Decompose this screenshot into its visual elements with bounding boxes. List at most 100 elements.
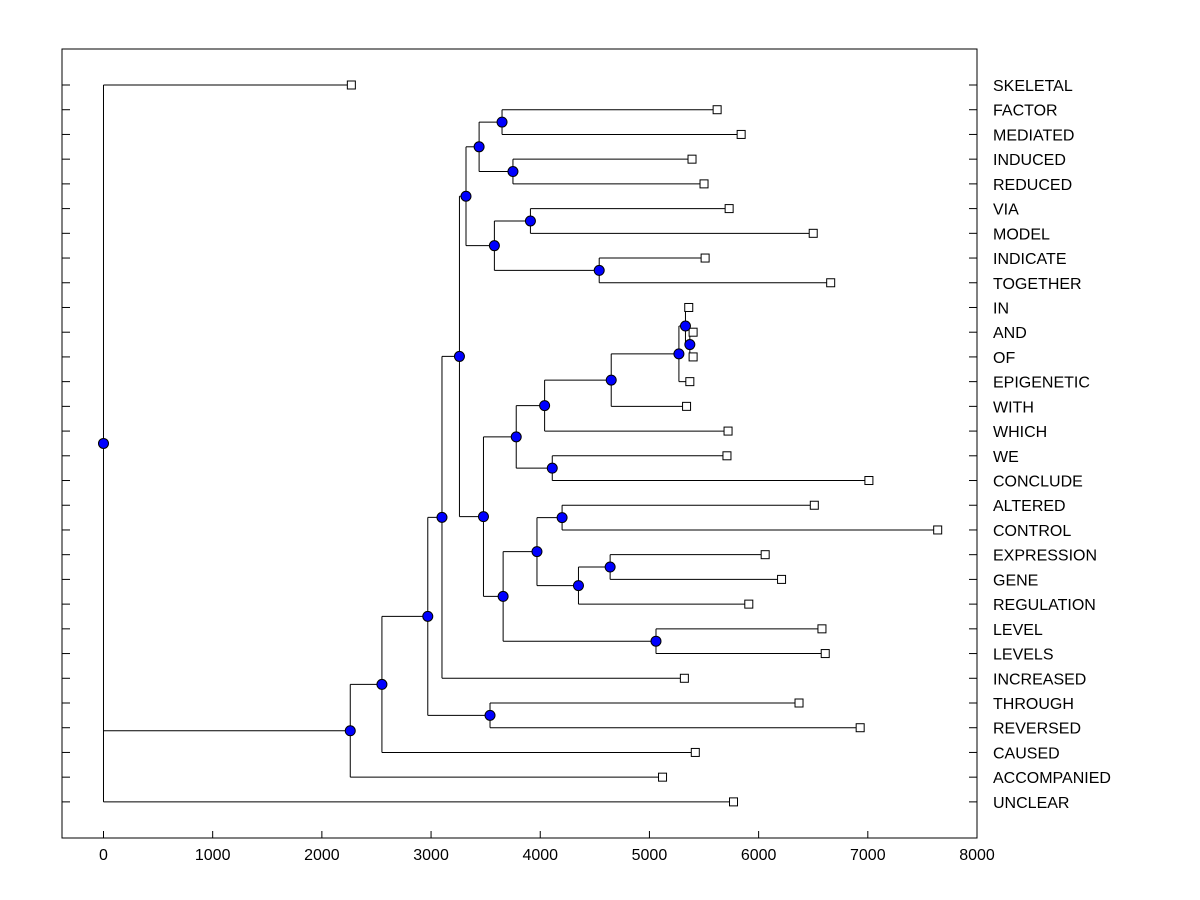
node-point	[524, 215, 536, 227]
leaf-marker-with	[682, 401, 692, 411]
plot-frame	[61, 48, 978, 839]
leaf-marker-factor	[712, 105, 722, 115]
leaf-label-conclude: CONCLUDE	[993, 474, 1083, 491]
node-point	[572, 580, 584, 592]
leaf-marker-levels	[820, 649, 830, 659]
leaf-marker-indicate	[700, 253, 710, 263]
leaf-marker-and	[688, 327, 698, 337]
leaf-label-via: VIA	[993, 202, 1019, 219]
node-point	[436, 511, 448, 523]
node-point	[546, 462, 558, 474]
leaf-label-we: WE	[993, 449, 1019, 466]
leaf-label-regulation: REGULATION	[993, 597, 1096, 614]
leaf-markers	[346, 80, 943, 807]
node-point	[484, 709, 496, 721]
node-point	[650, 635, 662, 647]
node-point	[679, 320, 691, 332]
leaf-label-caused: CAUSED	[993, 745, 1060, 762]
leaf-label-skeletal: SKELETAL	[993, 78, 1073, 95]
node-point	[510, 431, 522, 443]
leaf-labels: SKELETAL FACTOR MEDIATED INDUCED REDUCED VIA M…	[993, 78, 1111, 812]
leaf-label-levels: LEVELS	[993, 647, 1053, 664]
leaf-marker-reduced	[699, 179, 709, 189]
x-axis: 0 1000 2000 3000 4000 5000 6000 7000 8000	[99, 831, 995, 864]
node-point	[684, 339, 696, 351]
leaf-marker-together	[826, 278, 836, 288]
leaf-marker-unclear	[729, 797, 739, 807]
leaf-label-factor: FACTOR	[993, 103, 1058, 120]
leaf-label-reversed: REVERSED	[993, 721, 1081, 738]
internal-node-markers	[97, 116, 696, 737]
leaf-marker-accompanied	[658, 772, 668, 782]
leaf-label-increased: INCREASED	[993, 671, 1086, 688]
leaf-marker-through	[794, 698, 804, 708]
leaf-label-altered: ALTERED	[993, 498, 1066, 515]
node-point	[673, 348, 685, 360]
node-point	[556, 512, 568, 524]
x-tick-label: 6000	[741, 847, 777, 864]
leaf-label-in: IN	[993, 300, 1009, 317]
node-point	[376, 678, 388, 690]
x-tick-label: 8000	[959, 847, 995, 864]
x-tick-label: 3000	[413, 847, 449, 864]
node-point	[473, 141, 485, 153]
leaf-marker-we	[722, 451, 732, 461]
node-point	[344, 725, 356, 737]
leaf-label-level: LEVEL	[993, 622, 1043, 639]
leaf-label-through: THROUGH	[993, 696, 1074, 713]
leaf-label-and: AND	[993, 325, 1027, 342]
node-point	[507, 166, 519, 178]
node-point	[539, 400, 551, 412]
leaf-marker-altered	[809, 500, 819, 510]
x-tick-label: 7000	[850, 847, 886, 864]
x-tick-label: 4000	[522, 847, 558, 864]
leaf-marker-increased	[679, 673, 689, 683]
y-axis	[62, 84, 977, 803]
leaf-marker-expression	[760, 550, 770, 560]
leaf-marker-of	[688, 352, 698, 362]
leaf-label-together: TOGETHER	[993, 276, 1082, 293]
node-point	[460, 190, 472, 202]
node-point	[593, 264, 605, 276]
leaf-label-expression: EXPRESSION	[993, 548, 1097, 565]
leaf-label-induced: INDUCED	[993, 152, 1066, 169]
leaf-label-with: WITH	[993, 399, 1034, 416]
leaf-label-accompanied: ACCOMPANIED	[993, 770, 1111, 787]
leaf-label-epigenetic: EPIGENETIC	[993, 375, 1090, 392]
leaf-label-which: WHICH	[993, 424, 1047, 441]
leaf-label-mediated: MEDIATED	[993, 127, 1074, 144]
leaf-marker-reversed	[855, 723, 865, 733]
node-point	[605, 374, 617, 386]
leaf-marker-epigenetic	[685, 377, 695, 387]
leaf-marker-conclude	[864, 476, 874, 486]
node-point	[604, 561, 616, 573]
leaf-marker-which	[723, 426, 733, 436]
leaf-marker-model	[808, 228, 818, 238]
leaf-marker-control	[933, 525, 943, 535]
node-point	[496, 116, 508, 128]
leaf-marker-skeletal	[346, 80, 356, 90]
node-point	[97, 437, 109, 449]
leaf-marker-caused	[690, 747, 700, 757]
leaf-label-model: MODEL	[993, 226, 1050, 243]
x-tick-label: 0	[99, 847, 108, 864]
leaf-label-reduced: REDUCED	[993, 177, 1072, 194]
node-point	[422, 610, 434, 622]
node-point	[488, 240, 500, 252]
x-tick-label: 5000	[632, 847, 668, 864]
leaf-label-gene: GENE	[993, 572, 1038, 589]
leaf-marker-via	[724, 204, 734, 214]
leaf-marker-induced	[687, 154, 697, 164]
leaf-label-control: CONTROL	[993, 523, 1071, 540]
x-tick-label: 1000	[195, 847, 231, 864]
node-point	[497, 590, 509, 602]
leaf-label-of: OF	[993, 350, 1015, 367]
leaf-marker-in	[684, 302, 694, 312]
node-point	[531, 546, 543, 558]
leaf-label-unclear: UNCLEAR	[993, 795, 1069, 812]
leaf-label-indicate: INDICATE	[993, 251, 1066, 268]
leaf-marker-mediated	[736, 129, 746, 139]
leaf-marker-gene	[777, 574, 787, 584]
x-tick-label: 2000	[304, 847, 340, 864]
